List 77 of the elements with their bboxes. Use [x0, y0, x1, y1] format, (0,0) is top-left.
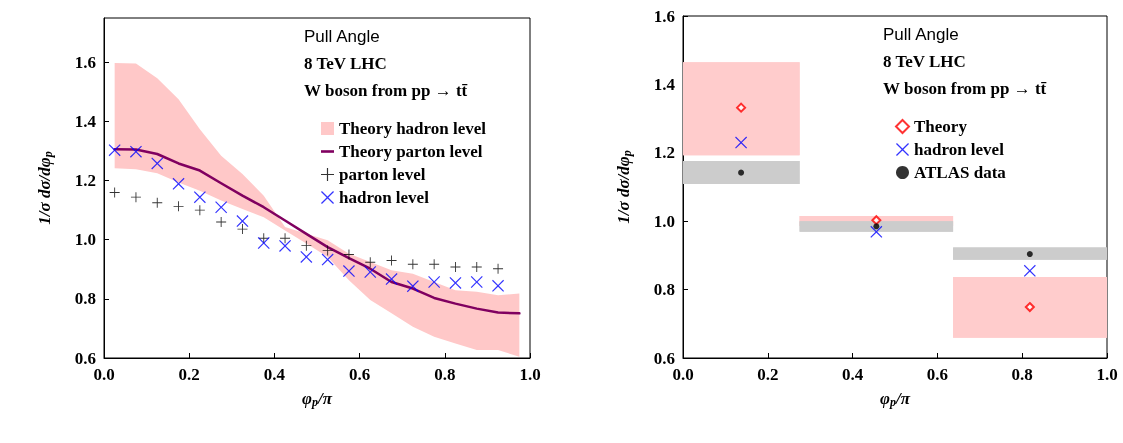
point — [429, 259, 440, 270]
y-tick-label: 0.8 — [653, 280, 675, 300]
point — [257, 236, 270, 249]
point — [735, 136, 748, 149]
point — [406, 280, 419, 293]
point — [364, 265, 377, 278]
point — [736, 102, 747, 113]
y-tick-label: 0.8 — [74, 289, 96, 309]
point — [172, 177, 185, 190]
legend-label: Theory hadron level — [339, 119, 487, 138]
x-tick-label: 0.4 — [841, 365, 864, 384]
point — [193, 191, 206, 204]
point — [1024, 302, 1035, 313]
legend-label: hadron level — [914, 140, 1005, 159]
text: 8 TeV LHC — [883, 52, 966, 71]
y-tick-label: 1.6 — [653, 6, 675, 26]
legend-label: hadron level — [339, 188, 430, 207]
point — [173, 201, 184, 212]
annotation: W boson from pp → tt̄ — [883, 79, 1047, 98]
point — [386, 255, 397, 266]
y-tick-label: 0.6 — [653, 348, 675, 368]
text: Pull Angle — [304, 27, 380, 46]
x-tick-label: 0.6 — [348, 365, 371, 384]
point — [215, 201, 228, 214]
point — [470, 276, 483, 289]
point — [109, 187, 120, 198]
x-tick-label: 0.0 — [672, 365, 694, 384]
x-tick-label: 1.0 — [1096, 365, 1118, 384]
point — [385, 273, 398, 286]
x-tick-label: 0.4 — [263, 365, 286, 384]
y-tick-label: 0.6 — [74, 348, 96, 368]
x-tick-label: 0.8 — [1011, 365, 1033, 384]
point — [237, 224, 248, 235]
point — [129, 145, 142, 158]
x-tick-label: 0.0 — [93, 365, 115, 384]
point — [300, 250, 313, 263]
text: 8 TeV LHC — [304, 54, 387, 73]
x-tick-label: 0.8 — [434, 365, 456, 384]
annotation: W boson from pp → tt̄ — [304, 81, 468, 100]
point — [108, 144, 121, 157]
legend-label: Theory — [914, 117, 968, 136]
point — [321, 253, 334, 266]
point — [738, 169, 745, 176]
point — [407, 259, 418, 270]
legend-label: ATLAS data — [914, 163, 1007, 182]
point — [1026, 251, 1033, 258]
point — [236, 215, 249, 228]
y-tick-label: 1.2 — [74, 171, 96, 191]
text: Pull Angle — [883, 25, 959, 44]
y-axis-title: 1/σ dσ/dφp — [34, 151, 55, 225]
y-tick-label: 1.0 — [653, 211, 675, 231]
x-tick-label: 1.0 — [519, 365, 541, 384]
point — [194, 205, 205, 216]
y-tick-label: 1.2 — [653, 143, 675, 163]
y-axis-title: 1/σ dσ/dφp — [613, 150, 634, 224]
x-tick-label: 0.6 — [926, 365, 949, 384]
point — [471, 261, 482, 272]
y-tick-label: 1.0 — [74, 230, 96, 250]
x-tick-label: 0.2 — [178, 365, 200, 384]
point — [322, 245, 333, 256]
point — [871, 215, 882, 226]
point — [492, 279, 505, 292]
point — [870, 225, 883, 238]
point — [873, 223, 880, 230]
point — [1023, 264, 1036, 277]
y-tick-label: 1.4 — [653, 74, 676, 94]
point — [449, 276, 462, 289]
point — [152, 197, 163, 208]
y-tick-label: 1.4 — [74, 111, 97, 131]
point — [365, 257, 376, 268]
point — [151, 157, 164, 170]
point — [450, 261, 461, 272]
point — [301, 240, 312, 251]
legend-label: Theory parton level — [339, 142, 483, 161]
y-tick-label: 1.6 — [74, 52, 96, 72]
x-tick-label: 0.2 — [757, 365, 779, 384]
legend-label: parton level — [339, 165, 426, 184]
